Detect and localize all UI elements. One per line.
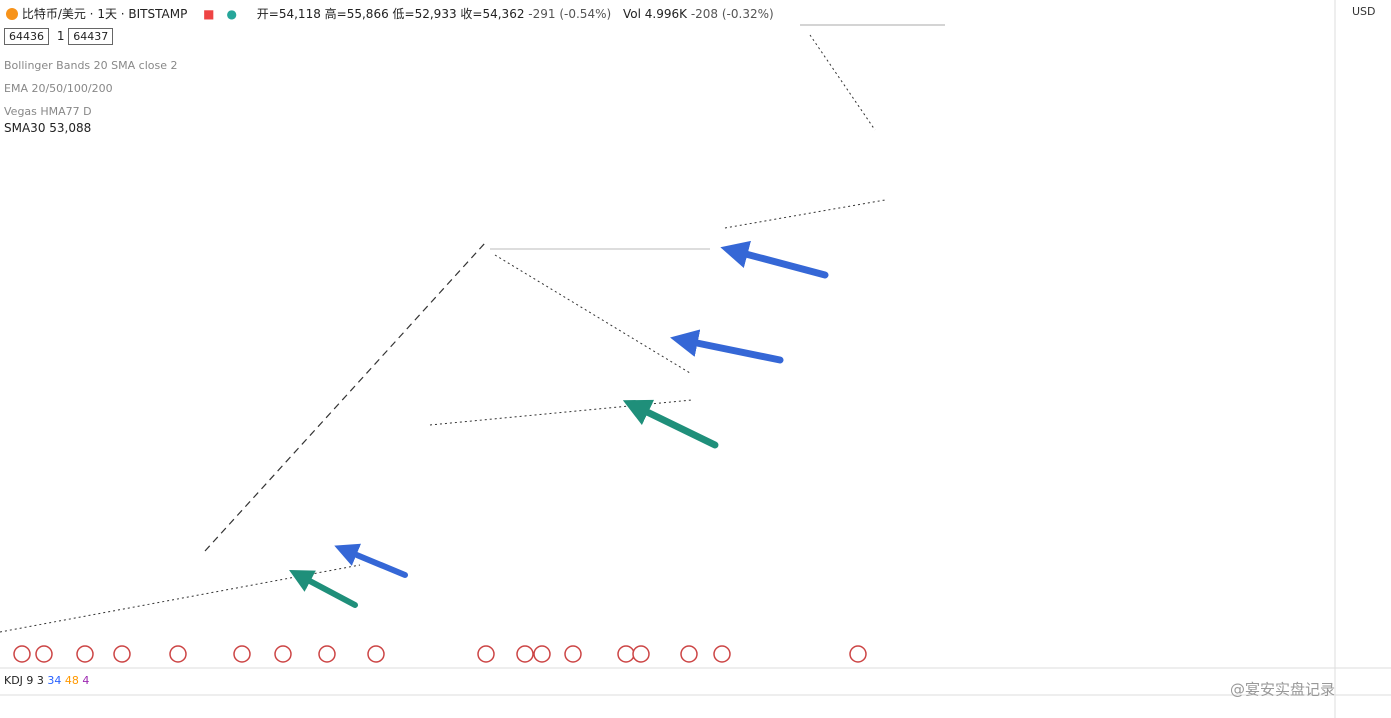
kdj-values: 34 48 4 <box>47 674 89 687</box>
trend-line <box>0 564 361 633</box>
trend-line <box>204 242 486 552</box>
indicator: Vegas HMA77 D <box>4 105 92 118</box>
sma-legend: SMA30 53,088 <box>4 121 91 135</box>
trend-line <box>809 34 876 131</box>
arrow <box>720 240 829 279</box>
arrow <box>334 543 408 578</box>
price-box: 64437 <box>68 28 114 45</box>
volume: Vol 4.996K <box>623 7 687 21</box>
arrow <box>670 329 784 364</box>
event-icon <box>713 645 731 663</box>
event-icon <box>564 645 582 663</box>
event-icon <box>274 645 292 663</box>
kdj-name: KDJ 9 3 <box>4 674 44 687</box>
event-icon <box>318 645 336 663</box>
flag: ■ <box>203 7 215 21</box>
ohlc: 开=54,118 高=55,866 低=52,933 收=54,362 -291… <box>257 7 615 21</box>
ohlc-item: 低=52,933 <box>392 7 457 21</box>
indicators: Bollinger Bands 20 SMA close 2 EMA 20/50… <box>4 54 177 123</box>
arrow <box>622 399 719 449</box>
sma-name: SMA30 <box>4 121 46 135</box>
event-icon <box>13 645 31 663</box>
price-box: 64436 <box>4 28 49 45</box>
event-icon <box>35 645 53 663</box>
ohlc-item: -291 (-0.54%) <box>528 7 612 21</box>
dot: ● <box>226 7 237 21</box>
event-icon <box>516 645 534 663</box>
trend-line <box>724 199 886 229</box>
event-icon <box>477 645 495 663</box>
event-icon <box>680 645 698 663</box>
header: 比特币/美元 · 1天 · BITSTAMP ■ ● 开=54,118 高=55,… <box>6 5 774 22</box>
sma-value: 53,088 <box>49 121 92 135</box>
boxes: 64436 1 64437 <box>4 28 117 45</box>
trend-line <box>494 254 691 374</box>
event-icon <box>533 645 551 663</box>
event-icon <box>169 645 187 663</box>
kdj-value: 4 <box>82 674 90 687</box>
event-icon <box>76 645 94 663</box>
currency: USD <box>1352 5 1376 18</box>
event-icon <box>849 645 867 663</box>
event-icon <box>617 645 635 663</box>
coin-icon <box>6 8 18 20</box>
volume-change: -208 (-0.32%) <box>690 7 774 21</box>
ohlc-item: 高=55,866 <box>324 7 389 21</box>
event-icon <box>113 645 131 663</box>
symbol: 比特币/美元 · 1天 · BITSTAMP <box>21 7 188 21</box>
ohlc-item: 开=54,118 <box>256 7 321 21</box>
ohlc-item: 收=54,362 <box>460 7 525 21</box>
kdj-value: 34 <box>47 674 62 687</box>
kdj-value: 48 <box>64 674 79 687</box>
price-box: 1 <box>56 29 65 43</box>
arrows <box>289 240 829 608</box>
trend-line <box>429 399 693 426</box>
watermark: @宴安实盘记录 <box>1230 681 1335 699</box>
event-icon <box>632 645 650 663</box>
kdj: KDJ 9 3 34 48 4 <box>4 674 89 687</box>
event-icon <box>367 645 385 663</box>
event-icons <box>13 645 867 663</box>
event-icon <box>233 645 251 663</box>
indicator: EMA 20/50/100/200 <box>4 82 113 95</box>
arrow <box>289 570 358 608</box>
indicator: Bollinger Bands 20 SMA close 2 <box>4 59 178 72</box>
